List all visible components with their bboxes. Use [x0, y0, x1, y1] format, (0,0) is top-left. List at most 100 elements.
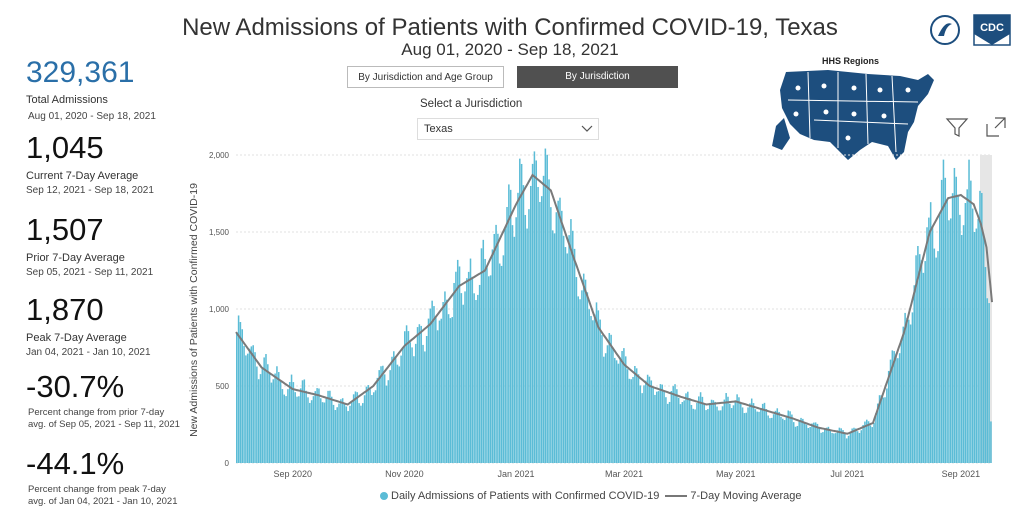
expand-icon[interactable] [985, 116, 1007, 138]
daily-bar [332, 404, 335, 463]
daily-bar [729, 403, 731, 463]
daily-bar [451, 317, 454, 463]
daily-bar [619, 357, 622, 463]
daily-bar [551, 230, 554, 463]
daily-bar [318, 388, 320, 463]
daily-bar [767, 415, 769, 463]
daily-bar [349, 405, 351, 463]
daily-bar [599, 319, 601, 463]
daily-bar [824, 429, 826, 463]
daily-bar [360, 405, 362, 463]
peak-average-label: Peak 7-Day Average [26, 332, 127, 344]
daily-bar [562, 235, 565, 463]
daily-bar [665, 397, 667, 463]
daily-bar [778, 411, 780, 463]
daily-bar [710, 399, 713, 463]
daily-bar [573, 248, 576, 463]
daily-bar [287, 389, 289, 463]
daily-bar [531, 163, 534, 463]
daily-bar [495, 224, 497, 463]
daily-bar [712, 400, 715, 463]
daily-bar [325, 397, 328, 463]
daily-bar [321, 402, 324, 463]
daily-bar [561, 210, 563, 463]
daily-bar [730, 408, 733, 463]
filter-icon[interactable] [945, 116, 969, 138]
daily-bar [243, 345, 245, 463]
y-tick-label: 2,000 [209, 151, 230, 160]
daily-bar [939, 214, 941, 463]
daily-bar [550, 207, 552, 463]
daily-bar [407, 331, 410, 463]
daily-bar [522, 185, 525, 463]
daily-bar [278, 372, 280, 463]
hhs-regions-label: HHS Regions [822, 56, 880, 66]
daily-bar [707, 409, 709, 463]
daily-bar [882, 397, 884, 463]
prior-average-label: Prior 7-Day Average [26, 252, 125, 264]
by-jurisdiction-and-age-button[interactable]: By Jurisdiction and Age Group [347, 66, 504, 88]
pct-change-peak-line2: avg. of Jan 04, 2021 - Jan 10, 2021 [28, 496, 178, 507]
daily-bar [836, 430, 839, 463]
daily-bar [760, 408, 762, 463]
daily-bar [785, 415, 788, 463]
jurisdiction-select[interactable]: Texas [417, 118, 599, 140]
daily-bar [577, 296, 580, 463]
daily-bar [931, 226, 934, 463]
daily-bar [363, 395, 366, 463]
daily-bar [723, 399, 726, 463]
daily-bar [305, 390, 307, 463]
prior-average-value: 1,507 [26, 212, 104, 247]
daily-bar [727, 396, 729, 463]
daily-bar [900, 338, 903, 463]
daily-bar [966, 189, 968, 463]
daily-bar [847, 435, 850, 463]
daily-bar [294, 392, 296, 463]
daily-bar [575, 277, 578, 463]
daily-bar [283, 394, 286, 463]
daily-bar [511, 225, 514, 463]
y-tick-label: 0 [225, 459, 230, 468]
daily-bar [758, 411, 760, 463]
daily-bar [858, 433, 861, 463]
daily-bar [908, 319, 910, 463]
daily-bar [869, 425, 872, 463]
daily-bar [831, 432, 833, 463]
daily-bar [486, 267, 488, 463]
daily-bar [259, 374, 262, 463]
daily-bar [736, 394, 738, 463]
daily-bar [674, 384, 676, 463]
daily-bar [761, 403, 764, 463]
daily-bar [937, 251, 939, 463]
y-tick-label: 500 [216, 382, 230, 391]
daily-bar [893, 351, 895, 463]
daily-bar [814, 422, 817, 463]
daily-bar [898, 353, 901, 463]
daily-bar [864, 421, 866, 463]
hhs-logo-icon [930, 12, 960, 48]
daily-bar [906, 317, 908, 463]
daily-bar [409, 342, 412, 463]
daily-bar [572, 230, 574, 463]
daily-bar [404, 331, 406, 463]
daily-bar [475, 300, 477, 463]
daily-bar [506, 206, 508, 463]
daily-bar [866, 419, 868, 463]
daily-bar [690, 404, 693, 463]
daily-bar [568, 235, 570, 463]
stat-prior: 1,507 Prior 7-Day Average Sep 05, 2021 -… [26, 212, 153, 279]
by-jurisdiction-button[interactable]: By Jurisdiction [517, 66, 678, 88]
x-tick-label: Nov 2020 [385, 469, 424, 479]
daily-bar [687, 391, 689, 463]
stat-current: 1,045 Current 7-Day Average Sep 12, 2021… [26, 132, 154, 197]
daily-bar [844, 433, 846, 463]
y-tick-label: 1,000 [209, 305, 230, 314]
daily-bar [347, 411, 349, 463]
daily-bar [281, 389, 284, 463]
page-title: New Admissions of Patients with Confirme… [182, 14, 838, 41]
daily-bar [953, 167, 956, 463]
hhs-regions-map[interactable] [768, 66, 938, 166]
daily-bar [902, 326, 905, 463]
daily-bar [447, 314, 450, 463]
daily-bar [845, 438, 848, 463]
